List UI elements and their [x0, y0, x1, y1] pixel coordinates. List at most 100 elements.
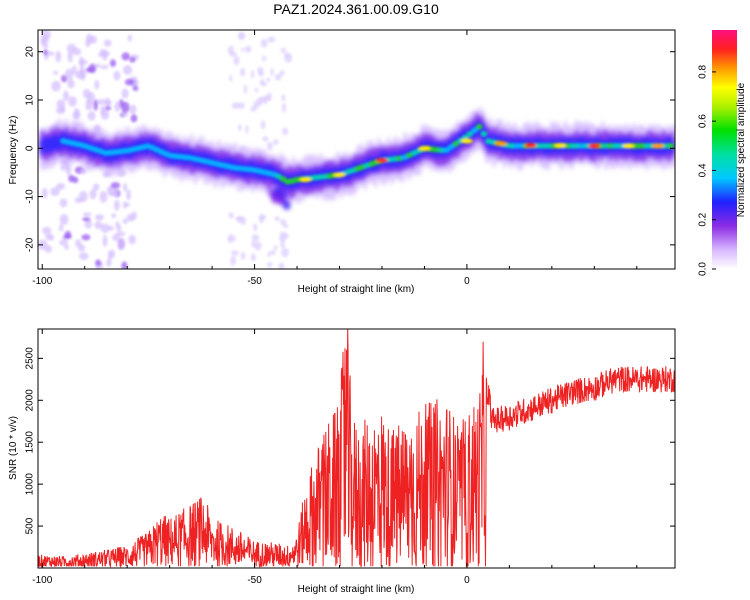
- noise-blob: [132, 85, 139, 92]
- noise-blob: [41, 187, 48, 199]
- noise-blob: [110, 182, 121, 189]
- noise-blob: [114, 101, 121, 112]
- noise-blob: [89, 189, 97, 200]
- noise-blob: [100, 223, 110, 233]
- noise-blob: [59, 214, 69, 226]
- noise-blob: [66, 43, 77, 53]
- noise-blob: [241, 47, 245, 52]
- noise-blob: [240, 67, 246, 77]
- noise-blob: [102, 234, 108, 247]
- ridge-core-blob: [471, 127, 479, 134]
- noise-blob: [104, 97, 110, 108]
- spectrogram-x-axis-label: Height of straight line (km): [298, 284, 415, 295]
- noise-blob: [259, 78, 265, 87]
- spectrogram-x-tick-label: -100: [32, 276, 52, 287]
- colorbar-label: Normalized spectral amplitude: [736, 82, 747, 217]
- snr-y-axis-label: SNR (10 * v/v): [8, 416, 19, 480]
- noise-blob: [121, 88, 129, 99]
- ridge-core-blob: [475, 123, 483, 130]
- peak-amplitude-spot: [652, 143, 665, 149]
- noise-blob: [245, 124, 249, 134]
- noise-blob: [42, 226, 52, 235]
- noise-blob: [93, 99, 98, 111]
- noise-blob: [122, 65, 133, 75]
- noise-blob: [122, 218, 128, 225]
- ridge-blob: [287, 189, 296, 200]
- noise-blob: [84, 219, 92, 229]
- snr-y-tick-label: 2000: [25, 389, 36, 412]
- spectrogram-y-tick-label: -20: [25, 237, 36, 252]
- noise-blob: [127, 34, 132, 42]
- noise-blob: [254, 87, 259, 93]
- noise-blob: [97, 98, 106, 105]
- snr-y-tick-label: 2500: [25, 347, 36, 370]
- noise-blob: [59, 223, 64, 232]
- noise-blob: [40, 34, 49, 45]
- peak-amplitude-spot: [375, 157, 388, 163]
- spectrogram-y-axis-label: Frequency (Hz): [8, 116, 19, 185]
- noise-blob: [130, 114, 138, 123]
- snr-frame: [37, 328, 676, 569]
- noise-blob: [237, 124, 242, 132]
- noise-blob: [126, 213, 135, 222]
- ridge-core-blob: [443, 147, 451, 154]
- noise-blob: [117, 237, 126, 250]
- noise-blob: [112, 233, 120, 242]
- ridge-blob: [270, 191, 279, 202]
- noise-blob: [250, 70, 255, 79]
- noise-blob: [121, 261, 128, 269]
- noise-blob: [74, 197, 84, 204]
- noise-blob: [280, 239, 285, 249]
- noise-blob: [81, 234, 91, 241]
- colorbar-tick-label: 0.0: [698, 262, 709, 276]
- noise-blob: [113, 70, 121, 81]
- noise-blob: [129, 104, 137, 115]
- noise-blob: [233, 55, 240, 66]
- noise-blob: [237, 102, 245, 109]
- snr-series-line: [38, 329, 675, 568]
- snr-y-tick-label: 1500: [25, 431, 36, 454]
- noise-blob: [230, 255, 237, 266]
- colorbar-gradient: [712, 30, 737, 269]
- noise-blob: [45, 233, 54, 241]
- peak-amplitude-spot: [418, 145, 431, 151]
- noise-blob: [64, 68, 74, 81]
- noise-blob: [256, 97, 264, 106]
- noise-blob: [260, 38, 268, 48]
- noise-blob: [257, 66, 264, 74]
- noise-blob: [123, 182, 128, 192]
- noise-blob: [121, 101, 130, 113]
- noise-blob: [258, 214, 267, 220]
- noise-blob: [55, 182, 66, 190]
- noise-blob: [111, 213, 117, 218]
- noise-blob: [99, 190, 108, 203]
- noise-blob: [102, 52, 108, 61]
- ridge-core-blob: [452, 140, 460, 147]
- noise-blob: [281, 247, 289, 258]
- snr-y-tick-label: 1000: [25, 473, 36, 496]
- noise-blob: [281, 94, 286, 102]
- noise-blob: [100, 64, 109, 70]
- spectrogram-y-tick-label: 10: [25, 94, 36, 106]
- snr-x-tick-label: -100: [32, 575, 52, 586]
- colorbar-tick-label: 0.4: [698, 163, 709, 177]
- peak-amplitude-spot: [622, 143, 635, 149]
- noise-blob: [88, 35, 98, 44]
- noise-blob: [244, 45, 252, 53]
- noise-blob: [100, 108, 110, 120]
- noise-blob: [67, 50, 73, 63]
- noise-blob: [64, 230, 72, 239]
- noise-blob: [253, 241, 262, 251]
- noise-blob: [50, 187, 60, 196]
- noise-blob: [281, 102, 287, 113]
- noise-blob: [282, 127, 289, 136]
- noise-blob: [106, 258, 112, 267]
- noise-blob: [267, 252, 271, 257]
- noise-blob: [240, 216, 246, 226]
- noise-blob: [85, 104, 93, 111]
- noise-blob: [75, 109, 81, 119]
- noise-blob: [251, 240, 256, 247]
- noise-blob: [239, 31, 244, 40]
- noise-blob: [94, 221, 103, 230]
